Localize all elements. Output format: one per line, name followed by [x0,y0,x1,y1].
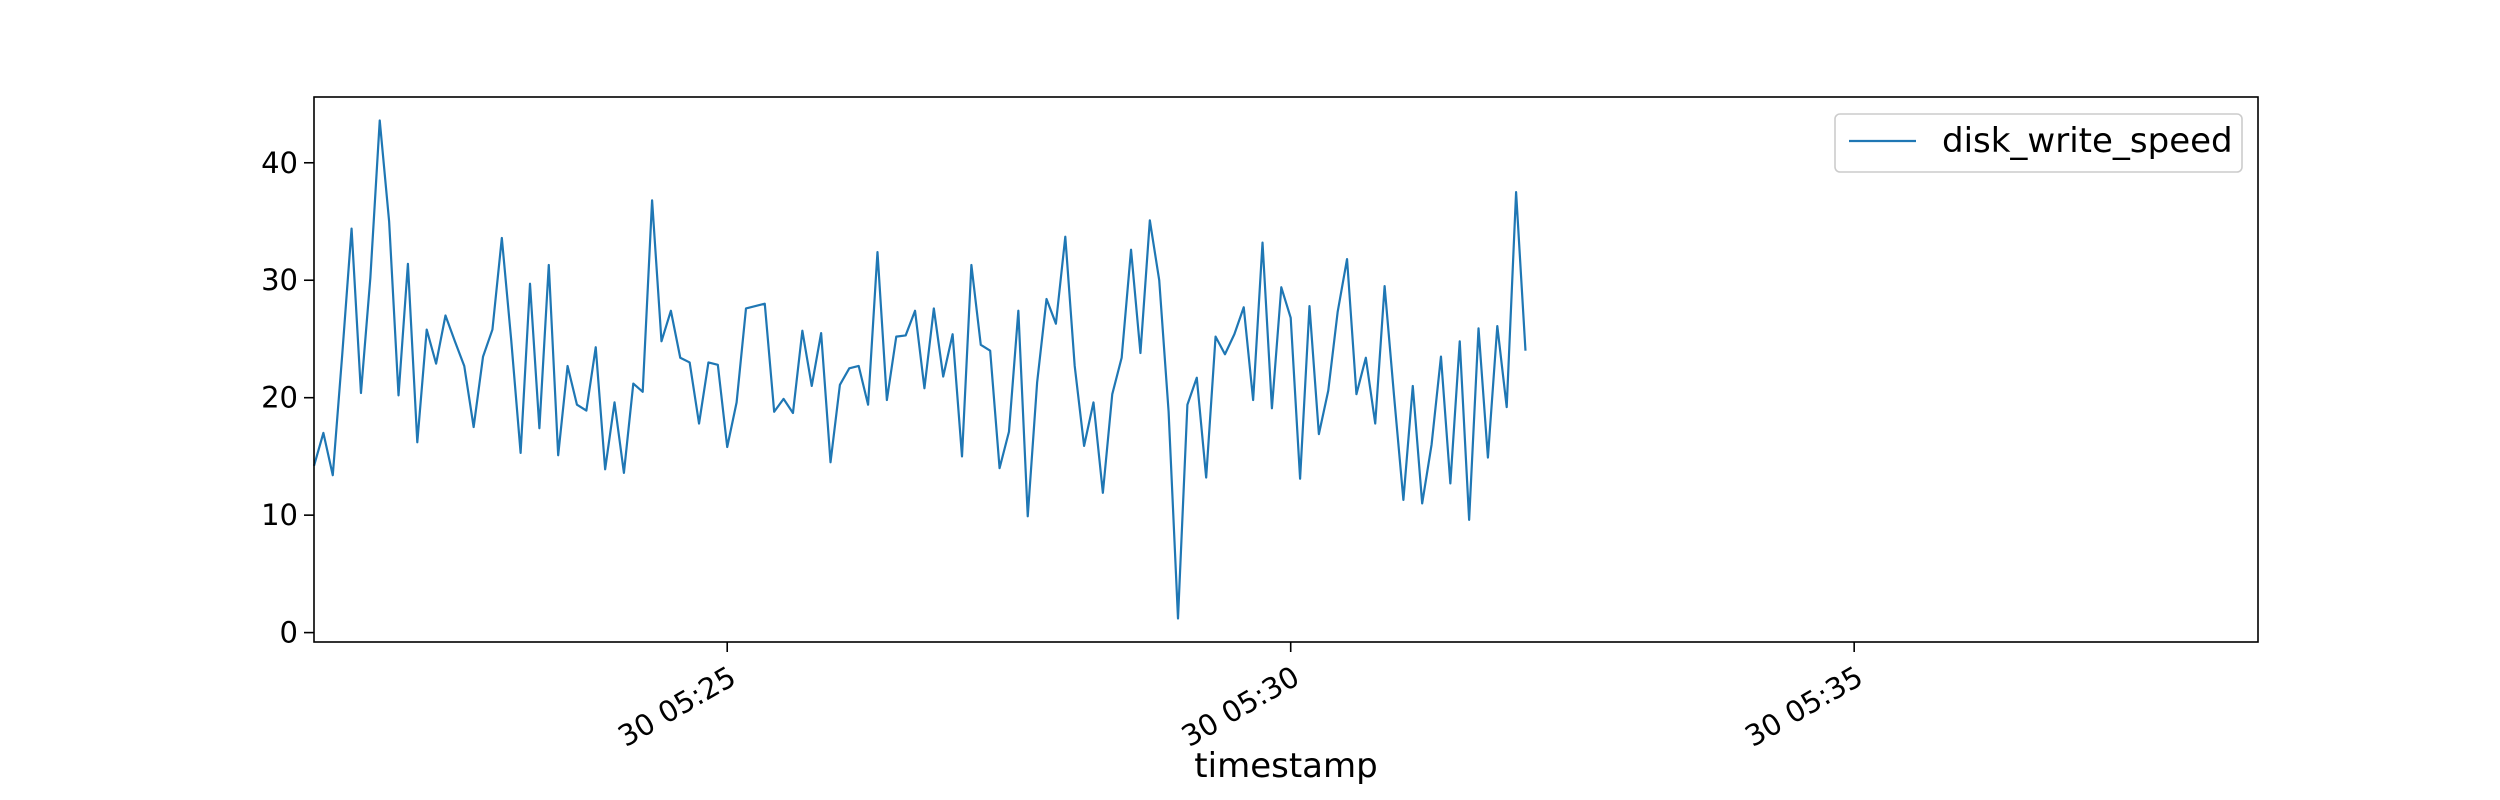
y-tick-label: 30 [261,263,298,297]
y-tick-label: 10 [261,498,298,532]
legend: disk_write_speed [1834,113,2243,173]
legend-label-disk-write-speed: disk_write_speed [1942,121,2233,161]
plot-area [314,97,2258,642]
x-axis: 30 05:25 30 05:30 30 05:35 [612,642,1868,754]
x-axis-title: timestamp [1194,746,1377,786]
series-layer [312,119,1527,620]
y-tick-label: 20 [261,381,298,415]
x-tick-label: 30 05:30 [1176,659,1305,753]
y-tick-label: 0 [280,616,298,650]
y-tick-label: 40 [261,146,298,180]
series-line-disk-write-speed [312,119,1527,620]
plot-frame [313,96,2259,643]
x-tick-label: 30 05:35 [1739,659,1868,753]
x-tick-label: 30 05:25 [612,659,741,753]
legend-box [1834,113,2243,173]
y-axis: 0 10 20 30 40 [261,146,314,650]
